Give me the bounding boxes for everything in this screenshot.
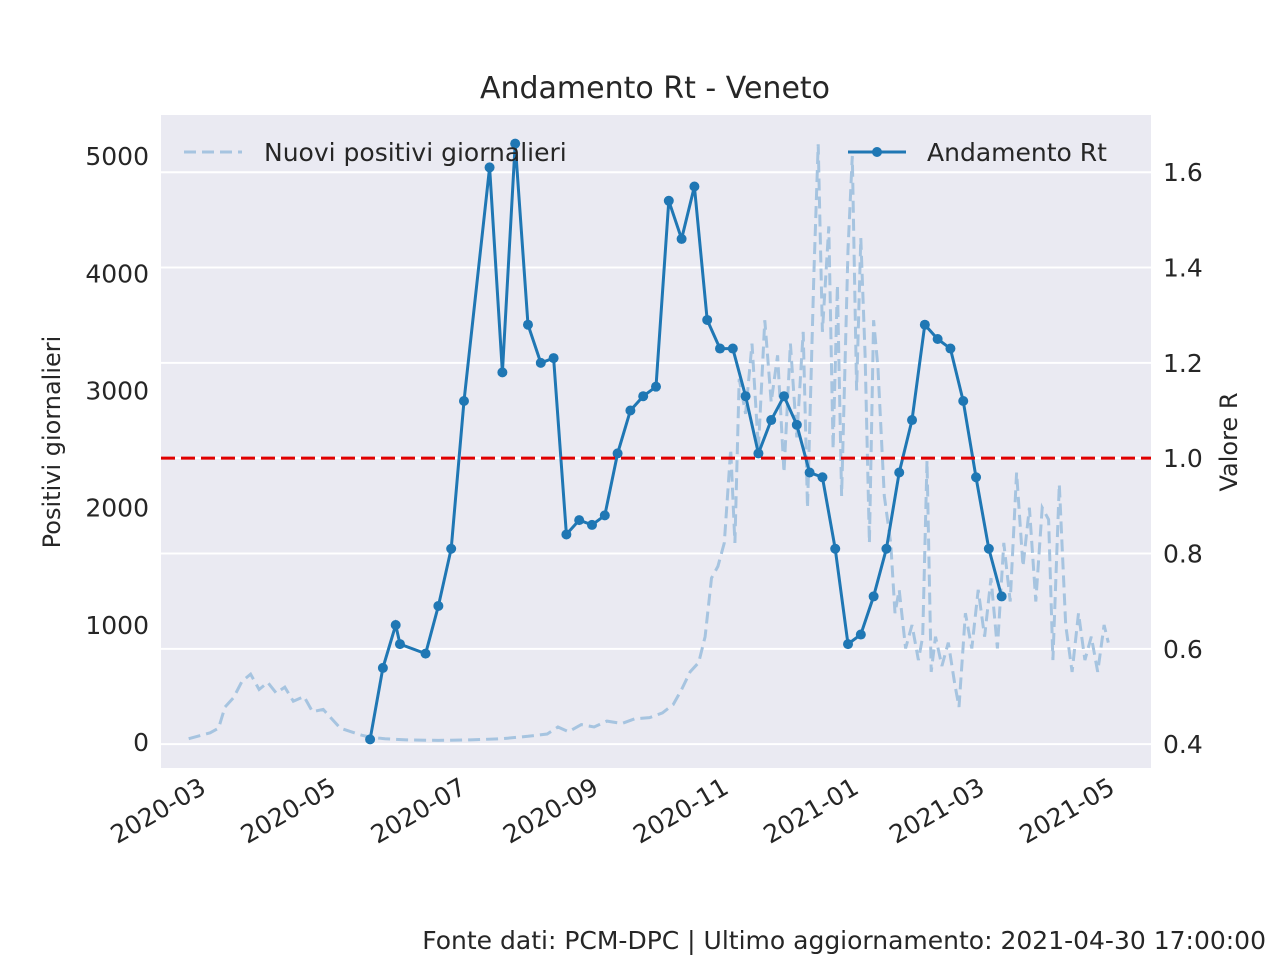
rt-point	[689, 181, 700, 192]
rt-point	[881, 543, 892, 554]
footer-source: Fonte dati: PCM-DPC | Ultimo aggiornamen…	[422, 926, 1266, 955]
rt-point	[676, 233, 687, 244]
rt-point	[377, 662, 388, 673]
y-tick-label: 4000	[85, 259, 149, 288]
rt-point	[484, 162, 495, 173]
x-tick-label: 2021-03	[884, 772, 989, 849]
x-axis-ticks: 2020-03 2020-05 2020-07 2020-09 2020-11 2021-…	[106, 772, 1120, 849]
rt-point	[420, 648, 431, 659]
legend-rt-marker	[872, 147, 882, 157]
rt-point	[958, 395, 969, 406]
y-axis-label: Positivi giornalieri	[38, 336, 66, 549]
rt-point	[535, 357, 546, 368]
y2-tick-label: 0.4	[1163, 730, 1203, 759]
rt-point	[753, 448, 764, 459]
left-axis-ticks: 0 1000 2000 3000 4000 5000	[85, 142, 149, 757]
rt-point	[868, 591, 879, 602]
rt-point	[663, 195, 674, 206]
rt-point	[727, 343, 738, 354]
rt-point	[702, 314, 713, 325]
x-tick-label: 2020-11	[628, 772, 733, 849]
rt-point	[830, 543, 841, 554]
rt-point	[510, 138, 521, 149]
rt-point	[599, 510, 610, 521]
rt-point	[945, 343, 956, 354]
rt-point	[996, 591, 1007, 602]
rt-point	[561, 529, 572, 540]
rt-point	[919, 319, 930, 330]
x-tick-label: 2020-03	[106, 772, 211, 849]
legend-layer: Nuovi positivi giornalieri Andamento Rt	[184, 138, 1107, 167]
rt-point	[390, 620, 401, 631]
rt-point	[855, 629, 866, 640]
rt-point	[394, 639, 405, 650]
rt-point	[625, 405, 636, 416]
y2-tick-label: 0.8	[1163, 540, 1203, 569]
rt-point	[365, 734, 376, 745]
legend-positivi-label: Nuovi positivi giornalieri	[264, 138, 567, 167]
x-tick-label: 2020-09	[498, 772, 603, 849]
right-axis-ticks: 0.4 0.6 0.8 1.0 1.2 1.4 1.6	[1163, 158, 1203, 759]
y2-tick-label: 0.6	[1163, 635, 1203, 664]
x-tick-label: 2021-01	[758, 772, 863, 849]
rt-point	[932, 334, 943, 345]
rt-point	[586, 519, 597, 530]
rt-point	[651, 381, 661, 392]
rt-point	[983, 543, 994, 554]
rt-point	[779, 391, 790, 402]
rt-point	[804, 467, 815, 478]
rt-point	[843, 639, 854, 650]
rt-point	[522, 319, 533, 330]
rt-point	[638, 391, 649, 402]
x-tick-label: 2020-07	[366, 772, 471, 849]
x-tick-label: 2021-05	[1014, 772, 1119, 849]
plot-area	[161, 115, 1151, 768]
chart-title: Andamento Rt - Veneto	[480, 71, 830, 106]
series-layer	[188, 138, 1110, 745]
positivi-line	[188, 144, 1110, 742]
rt-point	[548, 353, 559, 364]
rt-point	[740, 391, 751, 402]
x-tick-label: 2020-05	[236, 772, 341, 849]
rt-point	[433, 600, 444, 611]
rt-point	[446, 543, 457, 554]
y-tick-label: 5000	[85, 142, 149, 171]
rt-point	[791, 419, 802, 430]
y-tick-label: 3000	[85, 377, 149, 406]
rt-point	[894, 467, 905, 478]
y2-tick-label: 1.6	[1163, 158, 1203, 187]
rt-point	[817, 472, 828, 483]
rt-point	[907, 415, 918, 426]
rt-point	[458, 395, 469, 406]
rt-point	[574, 515, 585, 526]
rt-point	[766, 415, 777, 426]
legend-rt-label: Andamento Rt	[927, 138, 1107, 167]
y-tick-label: 0	[133, 728, 149, 757]
rt-point	[715, 343, 726, 354]
y2-tick-label: 1.4	[1163, 254, 1203, 283]
y2-axis-label: Valore R	[1215, 392, 1243, 491]
rt-point	[971, 472, 982, 483]
y2-tick-label: 1.2	[1163, 349, 1203, 378]
y2-tick-label: 1.0	[1163, 444, 1203, 473]
rt-point	[497, 367, 508, 378]
y-tick-label: 1000	[85, 611, 149, 640]
rt-point	[612, 448, 623, 459]
y-tick-label: 2000	[85, 494, 149, 523]
